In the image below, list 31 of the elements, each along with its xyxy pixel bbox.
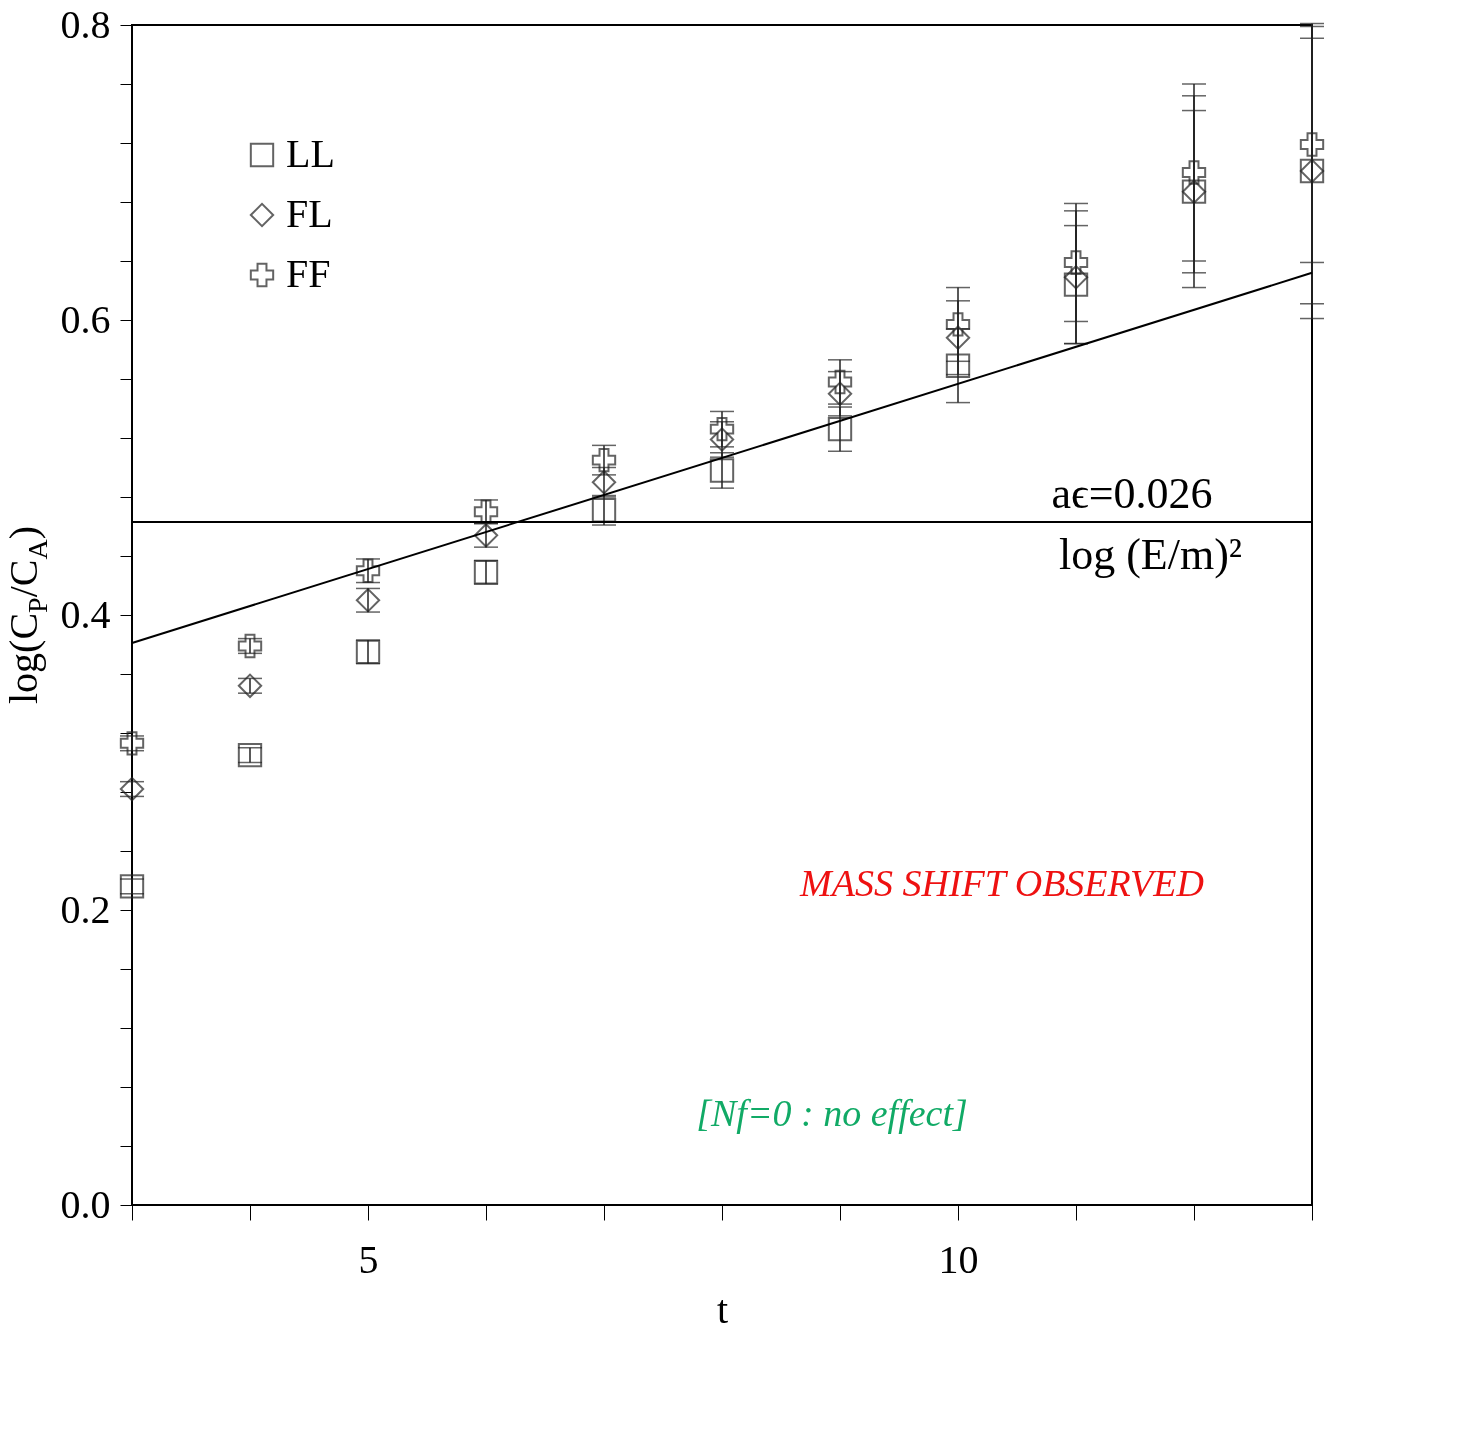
x-axis-title: t [716,1286,729,1332]
y-axis-title: log(CP/CA) [1,525,53,705]
point [1063,272,1089,297]
legend-label: FL [286,191,333,236]
point [1299,132,1325,157]
annotation: MASS SHIFT OBSERVED [799,862,1204,904]
annotation: [Nf=0 : no effect] [696,1092,968,1134]
point [827,369,853,395]
point [827,416,853,442]
point [945,312,971,337]
y-tick-label: 0.6 [60,296,111,342]
point [827,381,853,406]
ref-line-label: log (E/m)² [1058,530,1242,580]
y-tick-label: 0.8 [60,1,111,47]
point [709,458,735,483]
point [1063,250,1089,275]
point [709,416,735,442]
x-tick-label: 5 [358,1236,379,1282]
y-tick-label: 0.0 [60,1181,111,1227]
y-tick-label: 0.4 [60,591,111,637]
x-tick-label: 10 [938,1236,979,1282]
point [237,742,263,768]
point [1063,265,1089,290]
point [1181,160,1207,185]
point [945,325,971,350]
annotation: aϵ=0.026 [1051,469,1213,518]
point [709,427,735,452]
point [945,353,971,378]
legend-label: FF [286,251,331,296]
legend-label: LL [286,131,335,176]
y-tick-label: 0.2 [60,886,111,932]
